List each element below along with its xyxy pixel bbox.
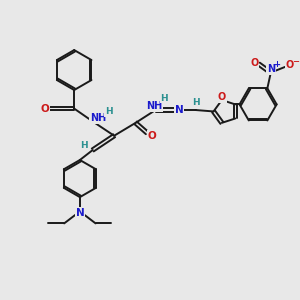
Text: O: O xyxy=(148,131,157,141)
Text: O: O xyxy=(218,92,226,102)
Text: H: H xyxy=(80,141,88,150)
Text: NH: NH xyxy=(146,101,162,111)
Text: NH: NH xyxy=(90,113,106,123)
Text: H: H xyxy=(105,107,112,116)
Text: N: N xyxy=(267,64,275,74)
Text: −: − xyxy=(292,57,299,66)
Text: O: O xyxy=(286,61,294,70)
Text: O: O xyxy=(40,103,49,114)
Text: +: + xyxy=(273,60,280,69)
Text: O: O xyxy=(250,58,259,68)
Text: N: N xyxy=(76,208,84,218)
Text: H: H xyxy=(192,98,200,106)
Text: N: N xyxy=(175,105,183,115)
Text: H: H xyxy=(160,94,168,103)
